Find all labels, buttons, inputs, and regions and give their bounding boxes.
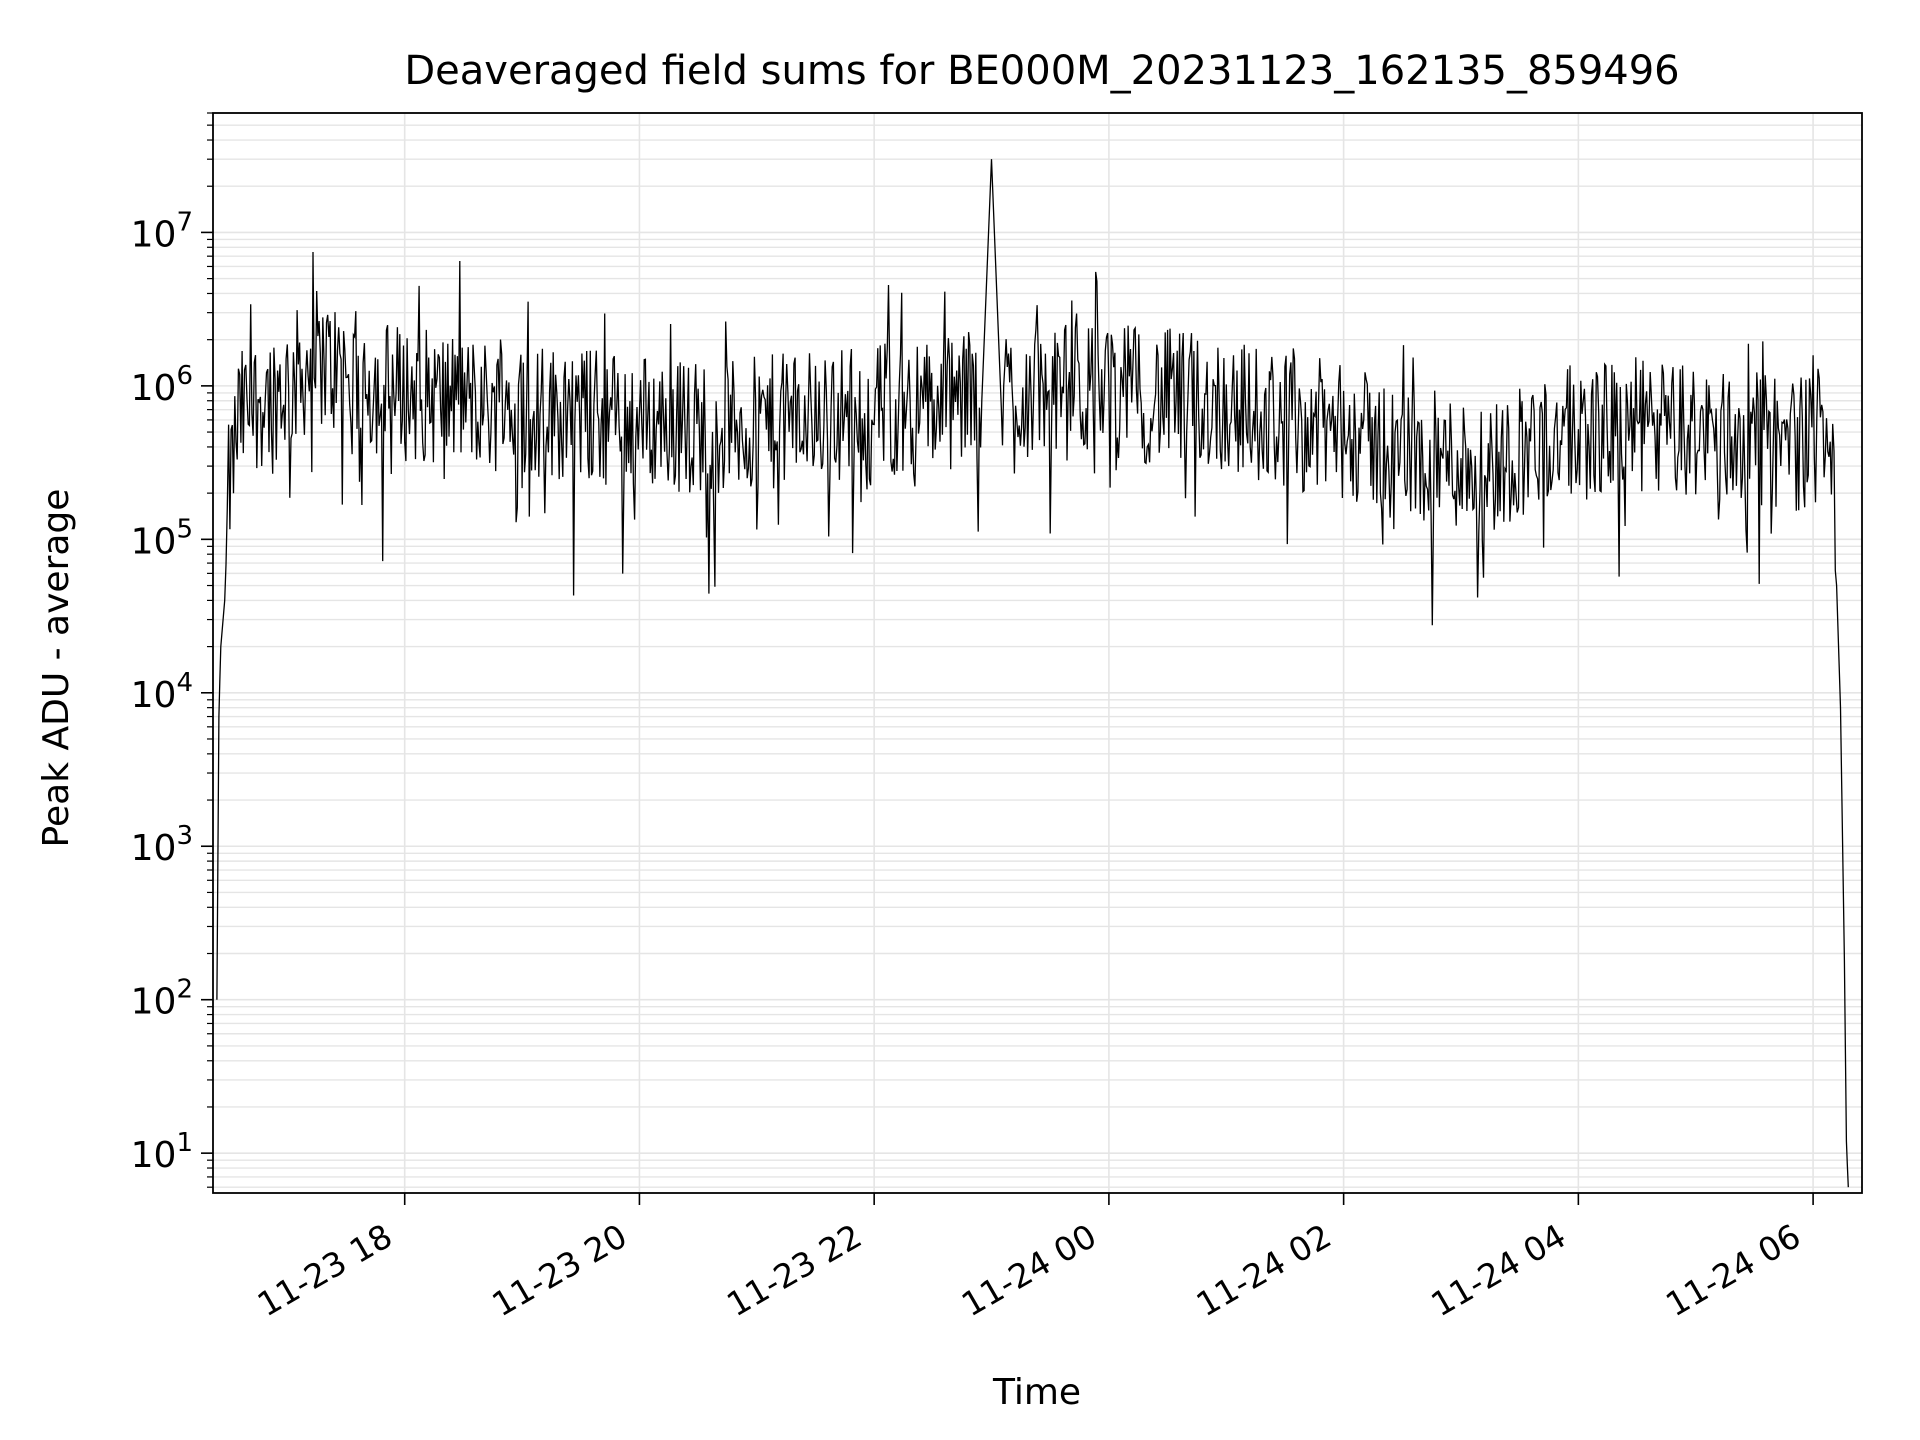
plot-area-frame xyxy=(212,112,1863,1194)
x-axis-label: Time xyxy=(992,1372,1081,1413)
series-line xyxy=(216,159,1849,1188)
series-layer xyxy=(216,159,1849,1188)
grid-layer xyxy=(213,112,1862,1193)
chart-title: Deaveraged field sums for BE000M_2023112… xyxy=(404,48,1679,94)
y-axis-label: Peak ADU - average xyxy=(36,489,77,848)
